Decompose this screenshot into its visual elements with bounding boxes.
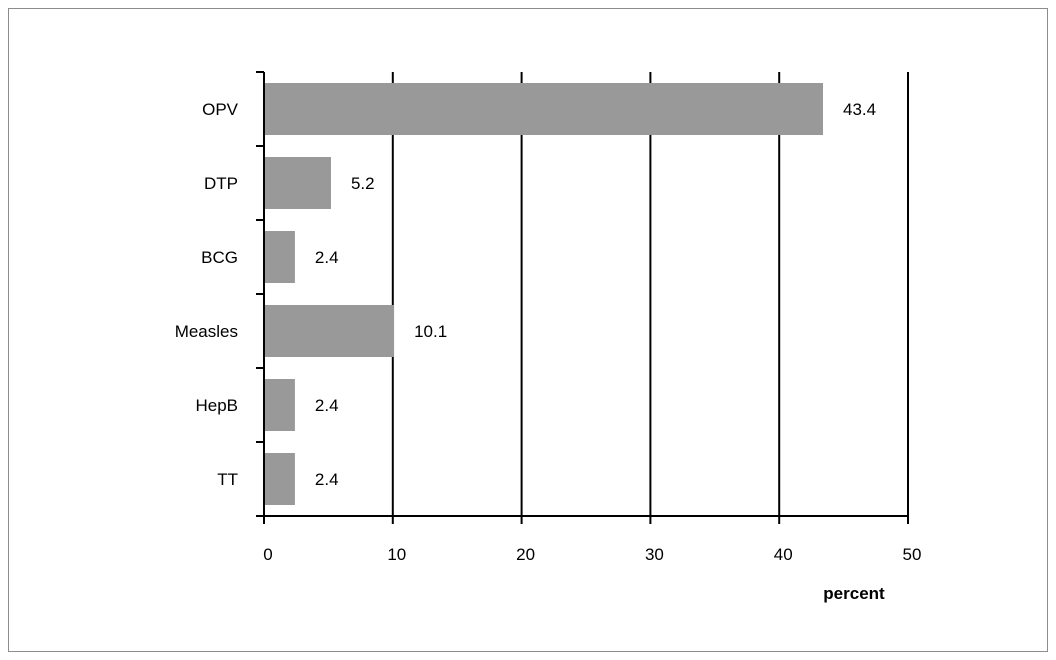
- x-tick-label: 20: [516, 545, 535, 564]
- category-label: DTP: [204, 174, 238, 193]
- x-tick-label: 30: [645, 545, 664, 564]
- category-label: TT: [217, 470, 238, 489]
- data-label: 2.4: [315, 396, 339, 415]
- bar-tt: [264, 453, 295, 505]
- x-tick-label: 10: [387, 545, 406, 564]
- category-label: HepB: [195, 396, 238, 415]
- x-tick-label: 40: [774, 545, 793, 564]
- bar-opv: [264, 83, 823, 135]
- x-tick-label: 50: [903, 545, 922, 564]
- bar-measles: [264, 305, 395, 357]
- gridlines: [256, 71, 909, 524]
- data-label: 10.1: [414, 322, 447, 341]
- category-label: Measles: [175, 322, 238, 341]
- bar-dtp: [264, 157, 331, 209]
- bars: [264, 83, 823, 505]
- category-label: BCG: [201, 248, 238, 267]
- axes: [263, 72, 908, 517]
- data-label: 5.2: [351, 174, 375, 193]
- x-axis-title: percent: [823, 584, 885, 603]
- data-label: 2.4: [315, 470, 339, 489]
- bar-bcg: [264, 231, 295, 283]
- labels: 0 10 20 30 40 50 OPV 43.4 DTP 5.2 BCG 2.4 Measles 10.…: [175, 100, 922, 564]
- bar-hepb: [264, 379, 295, 431]
- category-label: OPV: [202, 100, 239, 119]
- x-tick-label: 0: [263, 545, 272, 564]
- data-label: 2.4: [315, 248, 339, 267]
- data-label: 43.4: [843, 100, 876, 119]
